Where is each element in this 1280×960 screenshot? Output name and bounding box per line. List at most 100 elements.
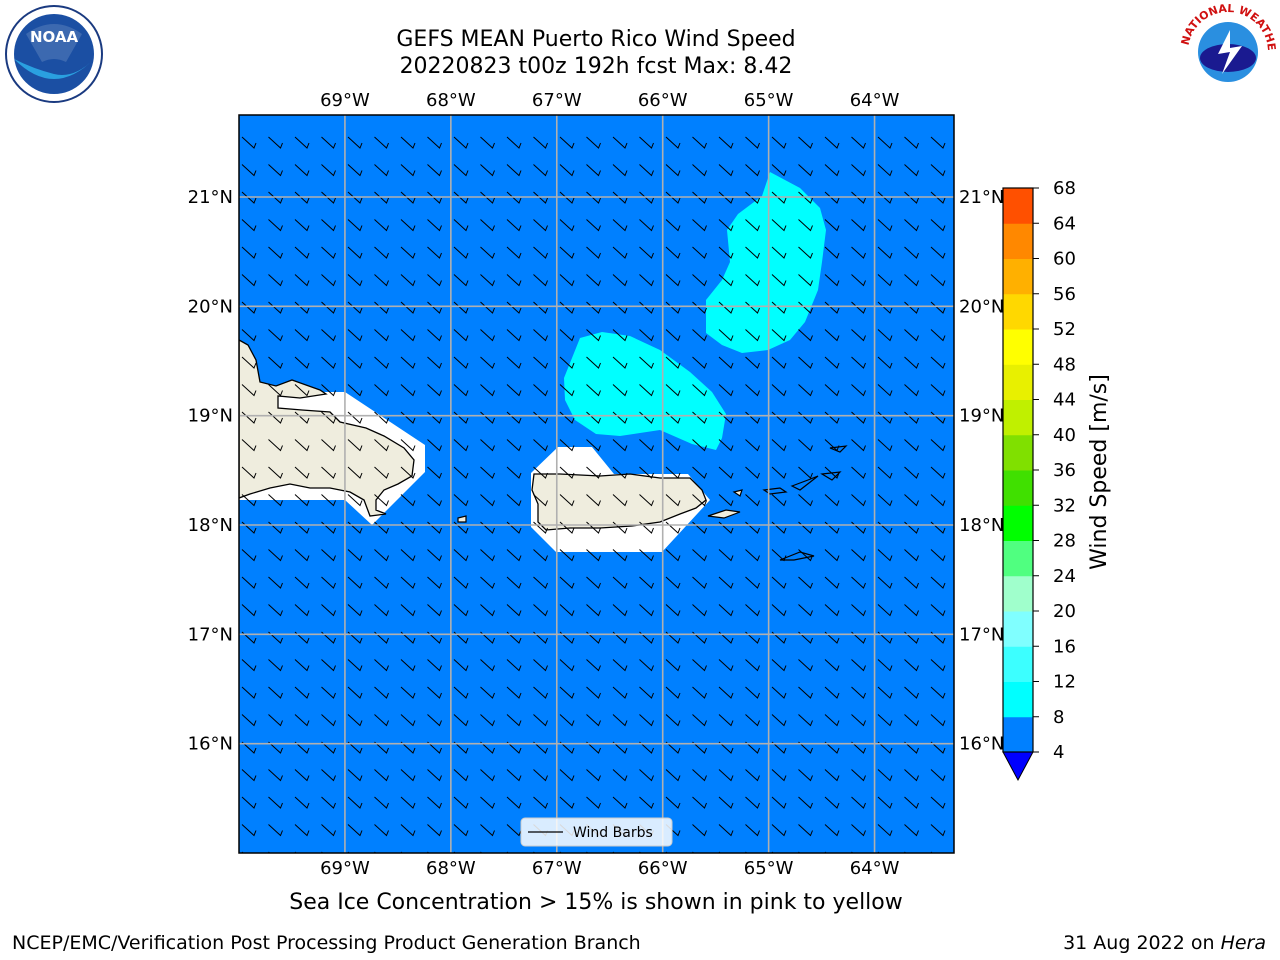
wind-barb	[294, 136, 310, 149]
wind-barb	[745, 741, 760, 754]
wind-barb	[665, 136, 681, 149]
wind-barb	[268, 329, 283, 342]
wind-barb	[427, 274, 442, 287]
wind-barb	[533, 686, 548, 699]
wind-barb	[692, 659, 707, 672]
wind-barb	[241, 191, 257, 204]
wind-barb	[798, 466, 813, 479]
wind-barb	[321, 659, 336, 672]
wind-barb	[824, 191, 840, 204]
wind-barb	[904, 219, 919, 232]
wind-barb	[400, 274, 416, 287]
wind-barb	[559, 576, 575, 589]
wind-barb	[506, 604, 522, 617]
wind-barb	[692, 549, 707, 562]
wind-barb	[347, 494, 363, 507]
wind-barb	[612, 796, 628, 809]
wind-barb	[904, 686, 919, 699]
wind-barb	[612, 191, 628, 204]
wind-barb	[612, 356, 628, 369]
wind-barb	[877, 466, 893, 479]
colorbar-segment	[1003, 646, 1033, 682]
wind-barb	[825, 880, 839, 891]
wind-barb	[824, 494, 840, 507]
wind-barb	[851, 191, 866, 204]
lon-label-bottom: 65°W	[744, 858, 794, 879]
wind-barb	[718, 686, 734, 699]
wind-barb	[718, 494, 734, 507]
wind-barb	[877, 356, 893, 369]
wind-barb	[559, 274, 575, 287]
wind-barb	[639, 769, 654, 782]
wind-barb	[692, 356, 707, 369]
wind-barb	[718, 659, 734, 672]
lat-label-left: 16°N	[188, 734, 233, 755]
wind-barb	[506, 219, 522, 232]
wind-barb	[506, 274, 522, 287]
wind-barb	[718, 191, 734, 204]
wind-barb	[294, 356, 310, 369]
high-wind-region-north	[706, 172, 826, 353]
wind-barb	[692, 604, 707, 617]
colorbar-segment	[1003, 329, 1033, 365]
wind-barb	[533, 741, 548, 754]
wind-barb	[241, 384, 257, 397]
wind-barb	[295, 880, 309, 891]
wind-barb	[930, 741, 946, 754]
colorbar-segment	[1003, 223, 1033, 259]
wind-barb	[400, 686, 416, 699]
wind-barb	[480, 274, 495, 287]
wind-barb	[692, 494, 707, 507]
wind-barb	[639, 219, 654, 232]
wind-barb	[798, 686, 813, 699]
colorbar-segment	[1003, 681, 1033, 718]
wind-barb	[665, 741, 681, 754]
wind-barb	[877, 714, 893, 727]
wind-barb	[241, 631, 257, 644]
wind-barb	[665, 356, 681, 369]
wind-barb	[877, 659, 893, 672]
wind-barb	[427, 356, 442, 369]
wind-barb	[559, 741, 575, 754]
wind-barb	[904, 769, 919, 782]
wind-barb	[400, 769, 416, 782]
wind-barb	[798, 604, 813, 617]
wind-barb	[692, 796, 707, 809]
lon-label-bottom: 69°W	[320, 858, 370, 879]
wind-barb	[533, 191, 548, 204]
lon-label-bottom: 66°W	[638, 858, 688, 879]
wind-barb	[692, 686, 707, 699]
wind-barb	[268, 466, 283, 479]
wind-barb	[427, 494, 442, 507]
wind-barb	[559, 686, 575, 699]
wind-barb	[321, 741, 336, 754]
wind-barb	[930, 356, 946, 369]
wind-barb	[533, 274, 548, 287]
wind-barb	[294, 439, 310, 452]
wind-barb	[506, 686, 522, 699]
wind-barb	[745, 769, 760, 782]
wind-barb	[824, 329, 840, 342]
lon-label-top: 67°W	[532, 90, 582, 111]
wind-barb	[904, 439, 919, 452]
wind-barb	[852, 880, 866, 891]
wind-barb	[268, 604, 283, 617]
wind-barb	[639, 274, 654, 287]
wind-barb	[427, 631, 442, 644]
colorbar-tick-label: 16	[1053, 636, 1076, 657]
wind-barb	[241, 769, 257, 782]
wind-barb	[506, 356, 522, 369]
wind-barb	[533, 384, 548, 397]
wind-barb	[374, 356, 389, 369]
wind-barb	[771, 549, 787, 562]
wind-barb	[506, 631, 522, 644]
wind-barb	[559, 604, 575, 617]
wind-barb	[692, 191, 707, 204]
wind-barb	[586, 191, 601, 204]
wind-barb	[427, 659, 442, 672]
wind-barb	[692, 439, 707, 452]
colorbar-tick-label: 24	[1053, 566, 1076, 587]
wind-barb	[692, 824, 707, 837]
wind-barb	[559, 439, 575, 452]
wind-barb	[347, 246, 363, 259]
